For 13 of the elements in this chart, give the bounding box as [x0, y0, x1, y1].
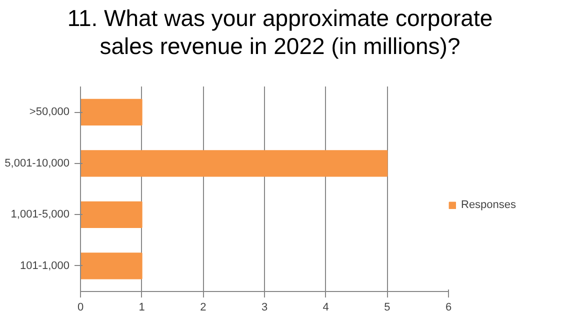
legend-label: Responses: [461, 199, 516, 211]
y-tick-label: 1,001-5,000: [10, 208, 70, 221]
x-tick-label: 0: [77, 302, 84, 314]
x-tick-label: 4: [322, 302, 329, 314]
y-tick-label: 101-1,000: [20, 260, 70, 272]
x-tick-label: 6: [445, 302, 452, 314]
chart-title: 11. What was your approximate corporate sales revenue in 2022 (in millions)?: [66, 5, 494, 60]
x-tick-label: 1: [138, 302, 145, 314]
x-tick-label: 3: [261, 302, 268, 314]
x-tick-label: 2: [200, 302, 206, 314]
y-tick-label: >50,000: [29, 106, 70, 118]
x-tick-label: 5: [384, 302, 390, 314]
y-tick-label: 5,001-10,000: [4, 157, 70, 170]
